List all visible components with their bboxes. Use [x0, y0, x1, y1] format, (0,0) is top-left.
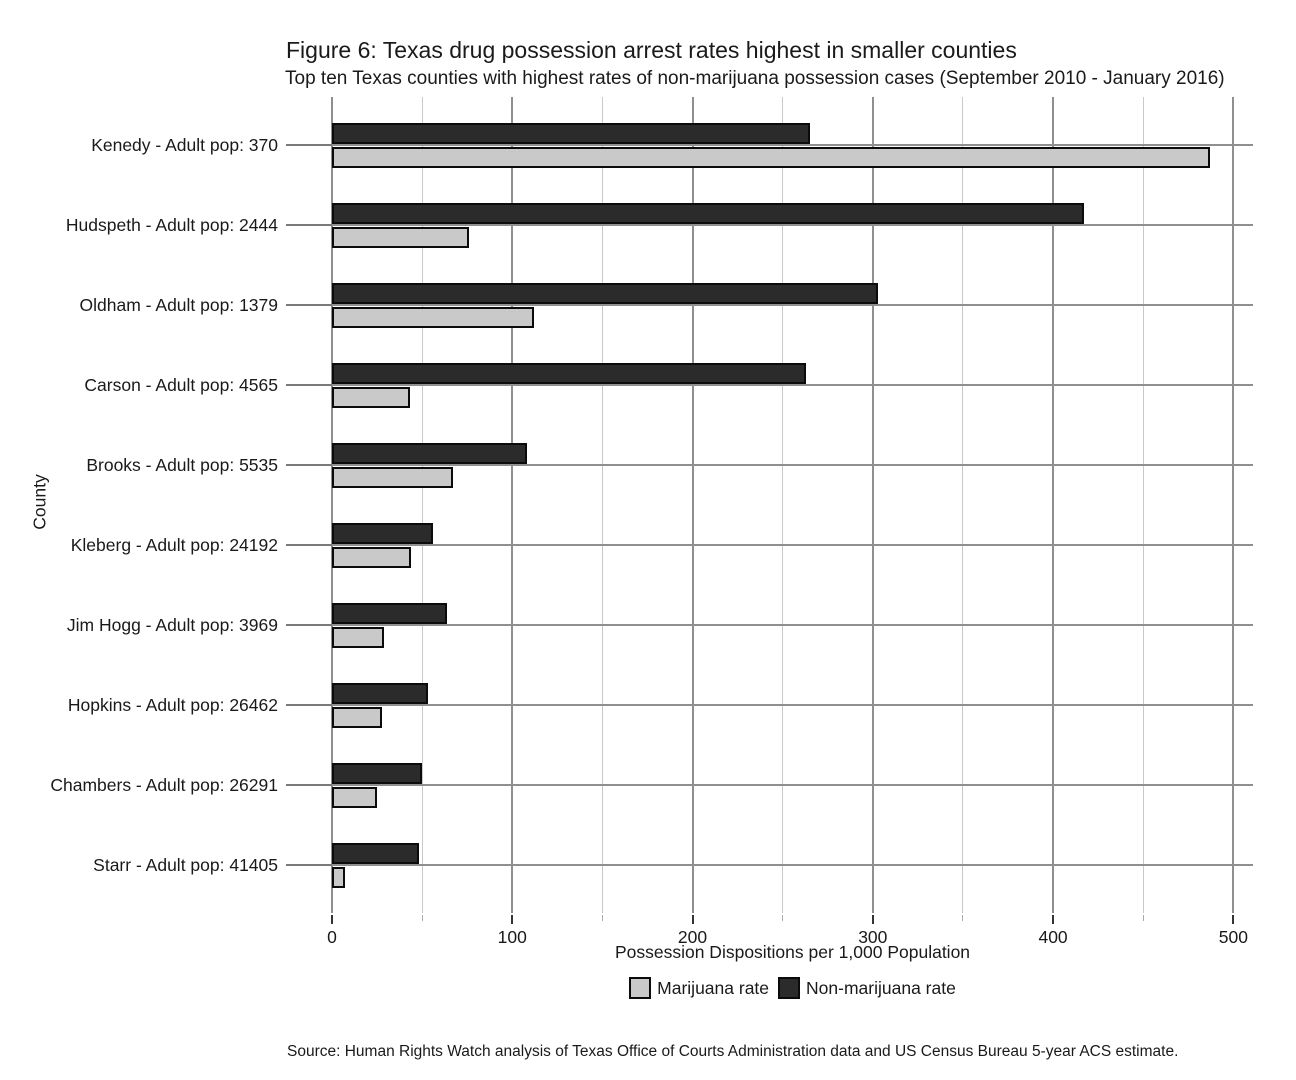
x-tick-minor: [782, 915, 784, 921]
legend: Marijuana rate Non-marijuana rate: [332, 977, 1253, 999]
category-label: Carson - Adult pop: 4565: [84, 375, 278, 395]
vertical-gridline-major: [691, 97, 694, 913]
vertical-gridline-minor: [782, 97, 784, 913]
bar-non-marijuana-rate: [332, 682, 428, 704]
bar-marijuana-rate: [332, 226, 469, 248]
x-tick-label: 100: [497, 927, 527, 947]
category-label: Starr - Adult pop: 41405: [93, 855, 278, 875]
vertical-gridline-major: [1052, 97, 1055, 913]
legend-label: Marijuana rate: [657, 977, 770, 998]
y-axis-title: County: [29, 474, 50, 530]
legend-label: Non-marijuana rate: [806, 977, 956, 998]
x-tick-label: 0: [327, 927, 337, 947]
legend-item-marijuana: Marijuana rate: [629, 977, 769, 999]
x-tick-label: 200: [677, 927, 708, 947]
legend-item-non-marijuana: Non-marijuana rate: [778, 977, 956, 999]
category-label: Brooks - Adult pop: 5535: [86, 455, 278, 475]
vertical-gridline-major: [511, 97, 514, 913]
category-label: Hudspeth - Adult pop: 2444: [65, 215, 278, 235]
bar-non-marijuana-rate: [332, 522, 433, 544]
y-tick: [286, 464, 332, 466]
bar-marijuana-rate: [332, 786, 378, 808]
plot-area: [331, 97, 1253, 913]
vertical-gridline-major: [871, 97, 874, 913]
source-note: Source: Human Rights Watch analysis of T…: [287, 1043, 1179, 1060]
vertical-gridline-major: [331, 97, 333, 913]
bar-non-marijuana-rate: [332, 442, 527, 464]
category-label: Hopkins - Adult pop: 26462: [67, 695, 278, 715]
x-tick-major: [1232, 915, 1235, 924]
chart-title: Figure 6: Texas drug possession arrest r…: [286, 37, 1017, 63]
horizontal-gridline: [332, 464, 1253, 466]
x-tick-minor: [601, 915, 603, 921]
category-label: Jim Hogg - Adult pop: 3969: [66, 615, 278, 635]
vertical-gridline-minor: [601, 97, 603, 913]
y-tick: [286, 544, 332, 546]
x-tick-major: [331, 915, 333, 924]
bar-marijuana-rate: [332, 546, 412, 568]
bar-non-marijuana-rate: [332, 842, 419, 864]
chart-subtitle: Top ten Texas counties with highest rate…: [285, 68, 1225, 89]
x-tick-minor: [1142, 915, 1144, 921]
x-tick-label: 500: [1218, 927, 1248, 947]
bar-marijuana-rate: [332, 306, 534, 328]
y-tick: [286, 384, 332, 386]
bar-marijuana-rate: [332, 866, 345, 888]
horizontal-gridline: [332, 624, 1253, 626]
x-tick-major: [871, 915, 874, 924]
vertical-gridline-minor: [1142, 97, 1144, 913]
horizontal-gridline: [332, 384, 1253, 386]
bar-marijuana-rate: [332, 146, 1210, 168]
y-tick: [286, 144, 332, 146]
x-tick-minor: [421, 915, 423, 921]
x-tick-major: [1052, 915, 1055, 924]
y-tick: [286, 224, 332, 226]
horizontal-gridline: [332, 544, 1253, 546]
bar-non-marijuana-rate: [332, 362, 807, 384]
category-label: Kleberg - Adult pop: 24192: [70, 535, 278, 555]
x-tick-label: 400: [1038, 927, 1068, 947]
x-axis-title: Possession Dispositions per 1,000 Popula…: [614, 942, 971, 962]
category-label: Chambers - Adult pop: 26291: [50, 775, 278, 795]
y-tick: [286, 784, 332, 786]
vertical-gridline-minor: [962, 97, 964, 913]
horizontal-gridline: [332, 864, 1253, 866]
marijuana-swatch-icon: [629, 977, 652, 999]
x-tick-minor: [962, 915, 964, 921]
y-tick: [286, 624, 332, 626]
y-tick: [286, 864, 332, 866]
bar-non-marijuana-rate: [332, 602, 448, 624]
x-tick-major: [691, 915, 694, 924]
x-tick-label: 300: [858, 927, 888, 947]
y-tick: [286, 304, 332, 306]
bar-non-marijuana-rate: [332, 762, 423, 784]
bar-marijuana-rate: [332, 626, 385, 648]
bar-marijuana-rate: [332, 386, 410, 408]
category-label: Oldham - Adult pop: 1379: [79, 295, 278, 315]
horizontal-gridline: [332, 784, 1253, 786]
vertical-gridline-major: [1232, 97, 1235, 913]
bar-marijuana-rate: [332, 706, 383, 728]
bar-marijuana-rate: [332, 466, 453, 488]
bar-non-marijuana-rate: [332, 122, 810, 144]
x-tick-major: [511, 915, 514, 924]
horizontal-gridline: [332, 704, 1253, 706]
vertical-gridline-minor: [421, 97, 423, 913]
horizontal-gridline: [332, 224, 1253, 226]
horizontal-gridline: [332, 144, 1253, 146]
y-tick: [286, 704, 332, 706]
category-label: Kenedy - Adult pop: 370: [91, 135, 278, 155]
bar-non-marijuana-rate: [332, 202, 1084, 224]
bar-non-marijuana-rate: [332, 282, 879, 304]
horizontal-gridline: [332, 304, 1253, 306]
non-marijuana-swatch-icon: [778, 977, 801, 999]
